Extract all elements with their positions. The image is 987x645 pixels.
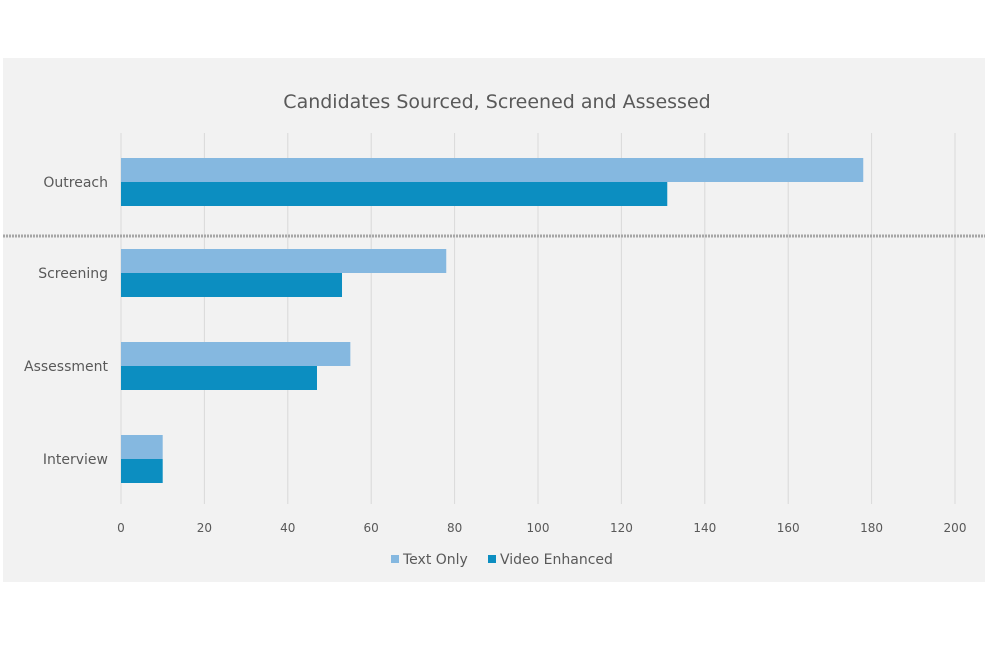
- legend: Text Only Video Enhanced: [391, 552, 613, 568]
- bar-chart: Candidates Sourced, Screened and Assesse…: [3, 91, 985, 568]
- bars: [121, 158, 864, 483]
- category-labels: Outreach Screening Assessment Interview: [24, 175, 108, 468]
- x-tick-label: 20: [197, 521, 212, 535]
- x-tick-label: 160: [777, 521, 800, 535]
- legend-label: Video Enhanced: [500, 552, 613, 568]
- category-label: Outreach: [43, 175, 108, 191]
- chart-title: Candidates Sourced, Screened and Assesse…: [283, 91, 710, 113]
- category-label: Screening: [38, 266, 108, 282]
- x-tick-label: 60: [364, 521, 379, 535]
- bar-screening-text-only: [121, 249, 447, 273]
- x-tick-label: 80: [447, 521, 462, 535]
- x-tick-label: 0: [117, 521, 125, 535]
- bar-interview-video-enhanced: [121, 459, 163, 483]
- bar-assessment-video-enhanced: [121, 366, 317, 390]
- x-tick-label: 120: [610, 521, 633, 535]
- x-tick-label: 140: [693, 521, 716, 535]
- bar-interview-text-only: [121, 435, 163, 459]
- x-tick-label: 180: [860, 521, 883, 535]
- chart-panel: Candidates Sourced, Screened and Assesse…: [3, 58, 985, 582]
- legend-swatch: [391, 555, 399, 563]
- legend-swatch: [488, 555, 496, 563]
- x-tick-label: 40: [280, 521, 295, 535]
- x-tick-label: 200: [944, 521, 967, 535]
- bar-outreach-text-only: [121, 158, 864, 182]
- legend-label: Text Only: [402, 552, 468, 568]
- bar-screening-video-enhanced: [121, 273, 343, 297]
- x-tick-labels: 0 20 40 60 80 100 120 140 160 180 200: [117, 521, 966, 535]
- bar-outreach-video-enhanced: [121, 182, 668, 206]
- category-label: Assessment: [24, 359, 108, 375]
- x-tick-label: 100: [527, 521, 550, 535]
- category-label: Interview: [43, 452, 108, 468]
- bar-assessment-text-only: [121, 342, 351, 366]
